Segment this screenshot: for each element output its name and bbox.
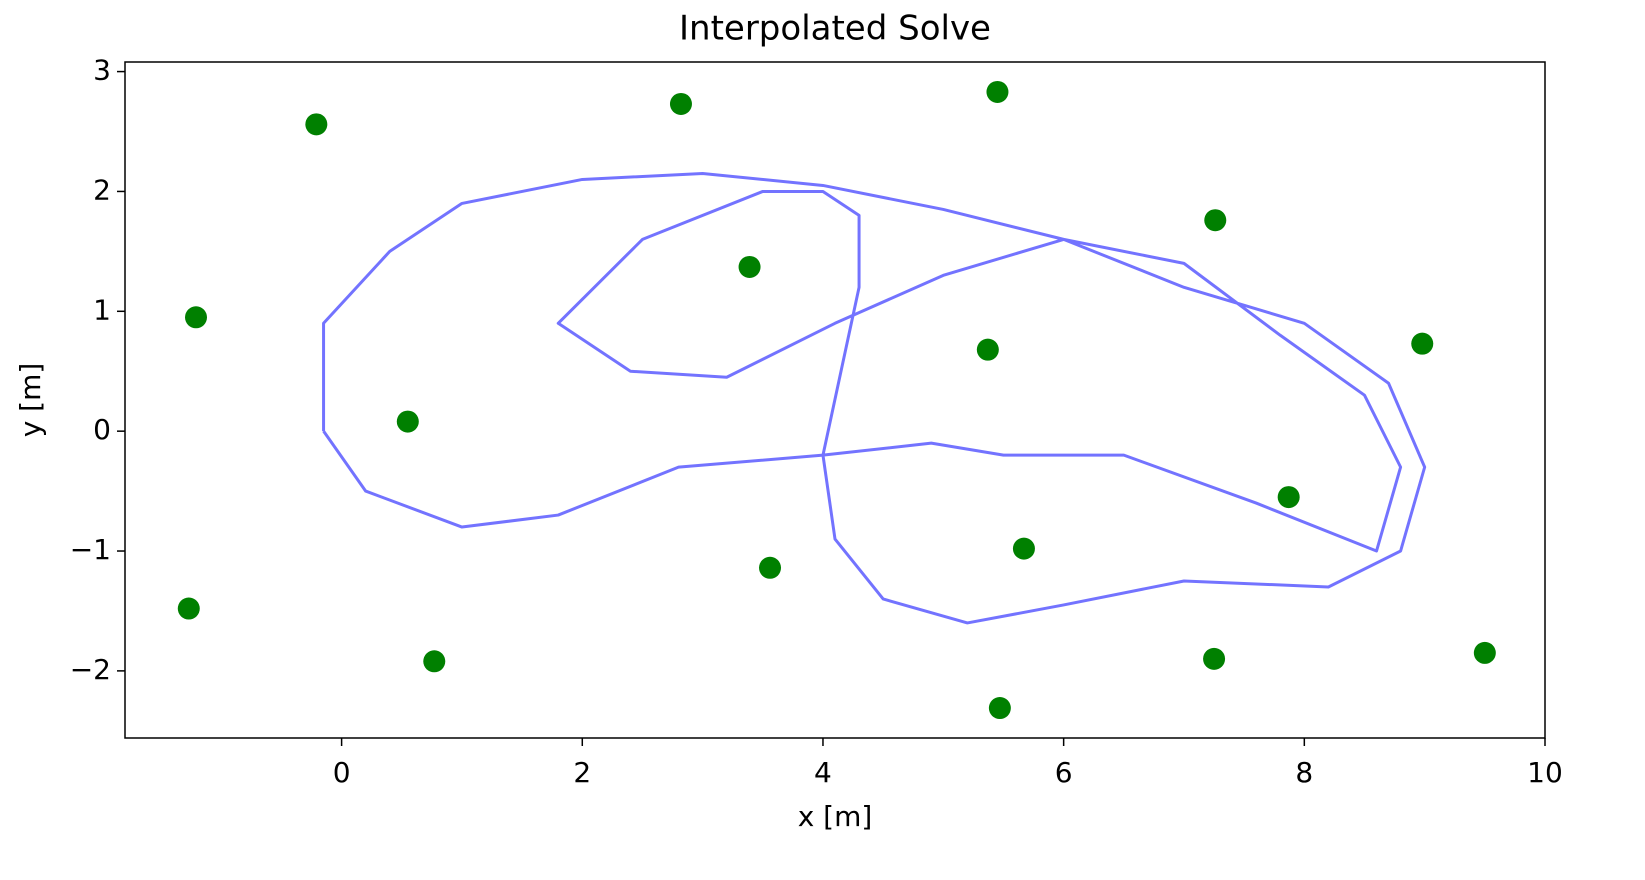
- landmark-point: [1277, 486, 1300, 509]
- landmark-point: [305, 113, 328, 136]
- y-tick-label: −1: [70, 533, 111, 566]
- y-tick-label: 2: [93, 173, 111, 206]
- landmark-point: [759, 556, 782, 579]
- landmark-point: [738, 255, 761, 278]
- x-tick-label: 2: [573, 756, 591, 789]
- y-tick-label: 0: [93, 413, 111, 446]
- landmark-point: [177, 597, 200, 620]
- trajectory-line: [322, 171, 1427, 625]
- x-tick-label: 8: [1295, 756, 1313, 789]
- landmark-point: [986, 80, 1009, 103]
- x-tick-label: 4: [814, 756, 832, 789]
- landmark-point: [1411, 332, 1434, 355]
- x-axis-label: x [m]: [798, 800, 873, 833]
- landmark-point: [976, 338, 999, 361]
- landmark-point: [669, 92, 692, 115]
- y-tick-label: −2: [70, 653, 111, 686]
- x-tick-label: 10: [1527, 756, 1563, 789]
- x-tick-label: 0: [333, 756, 351, 789]
- landmark-point: [1204, 209, 1227, 232]
- y-tick-label: 1: [93, 293, 111, 326]
- landmark-point: [1203, 647, 1226, 670]
- landmark-point: [185, 306, 207, 329]
- y-axis-label: y [m]: [14, 363, 47, 438]
- landmark-point: [423, 650, 446, 673]
- landmark-point: [1012, 537, 1035, 560]
- plot-frame: [124, 61, 1546, 739]
- y-tick-label: 3: [93, 54, 111, 87]
- chart-title: Interpolated Solve: [679, 9, 991, 49]
- x-tick-label: 6: [1055, 756, 1073, 789]
- landmark-point: [396, 410, 419, 433]
- landmark-point: [988, 697, 1011, 720]
- landmark-point: [1473, 641, 1496, 664]
